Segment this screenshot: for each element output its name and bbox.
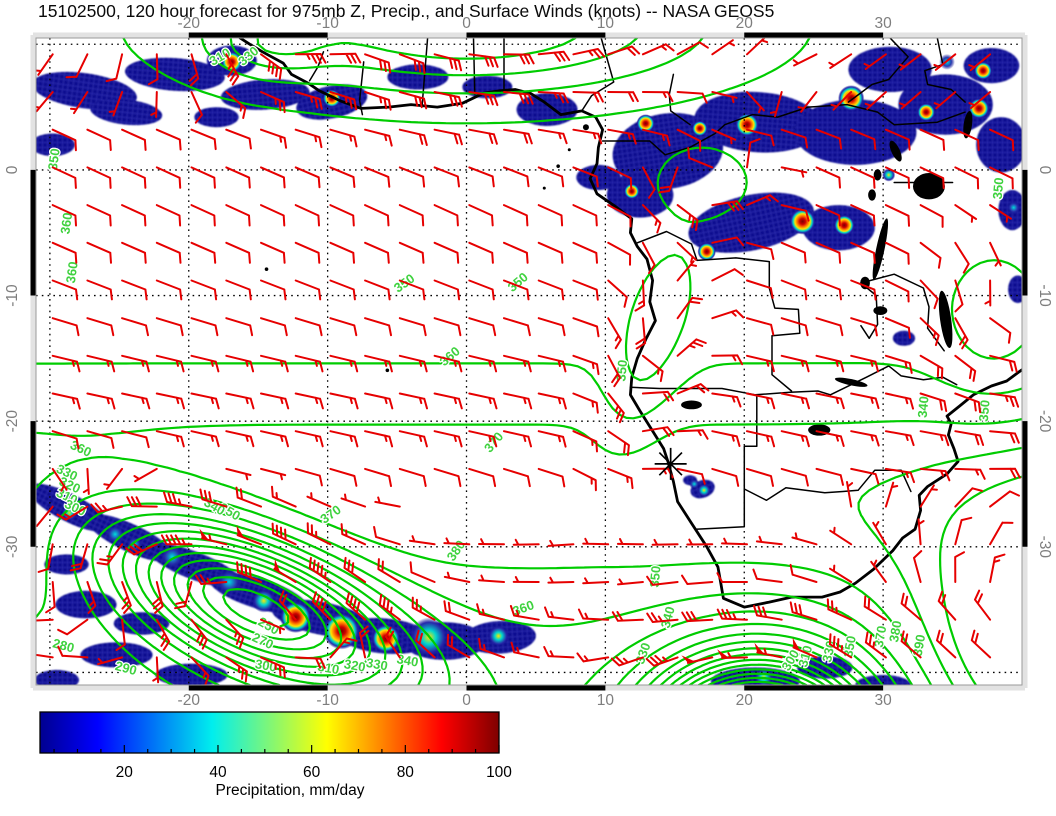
coastline-layer bbox=[238, 38, 1022, 609]
bottom-tick-label: 20 bbox=[736, 692, 754, 709]
svg-text:350: 350 bbox=[613, 359, 630, 382]
svg-text:280: 280 bbox=[51, 635, 76, 655]
left-tick-label: -20 bbox=[4, 410, 21, 433]
svg-text:360: 360 bbox=[57, 212, 75, 236]
bottom-tick-label: 30 bbox=[875, 692, 893, 709]
top-tick-label: -20 bbox=[178, 15, 201, 32]
colorbar-gradient bbox=[39, 711, 500, 754]
right-tick-label: 0 bbox=[1036, 166, 1053, 175]
svg-text:320: 320 bbox=[343, 656, 367, 675]
svg-text:340: 340 bbox=[658, 605, 678, 630]
right-tick-label: -30 bbox=[1036, 536, 1053, 559]
svg-text:380: 380 bbox=[886, 619, 905, 643]
top-tick-label: 30 bbox=[875, 15, 893, 32]
contour-240 bbox=[731, 680, 784, 685]
precip-colorbar: 20 40 60 80 100 Precipitation, mm/day bbox=[39, 711, 512, 799]
right-tick-label: -20 bbox=[1036, 410, 1053, 433]
svg-text:390: 390 bbox=[910, 633, 929, 657]
contour-360 bbox=[36, 362, 1022, 685]
contour-370 bbox=[36, 418, 1022, 685]
left-tick-label: -30 bbox=[4, 535, 21, 558]
svg-text:340: 340 bbox=[915, 395, 932, 418]
contour-330 bbox=[107, 38, 872, 685]
colorbar-caption: Precipitation, mm/day bbox=[215, 782, 364, 799]
svg-text:360: 360 bbox=[63, 261, 81, 285]
contour-290 bbox=[160, 551, 835, 685]
colorbar-tick-label: 100 bbox=[486, 764, 512, 781]
bottom-tick-label: -10 bbox=[316, 692, 339, 709]
bottom-tick-label: 10 bbox=[597, 692, 615, 709]
svg-text:370: 370 bbox=[481, 429, 506, 455]
contour-390 bbox=[939, 475, 1022, 685]
top-tick-label: -10 bbox=[316, 15, 339, 32]
svg-text:290: 290 bbox=[114, 658, 139, 678]
svg-text:300: 300 bbox=[254, 656, 278, 675]
left-tick-label: -10 bbox=[4, 284, 21, 307]
site-star-marker bbox=[654, 447, 687, 480]
svg-text:360: 360 bbox=[68, 437, 94, 460]
svg-text:330: 330 bbox=[365, 655, 389, 674]
contour-280 bbox=[173, 559, 826, 685]
colorbar-tick-label: 60 bbox=[303, 764, 321, 781]
svg-text:350: 350 bbox=[840, 635, 859, 659]
top-tick-label: 20 bbox=[736, 15, 754, 32]
contour-260 bbox=[202, 576, 808, 685]
contour-350 bbox=[72, 38, 1022, 685]
svg-text:340: 340 bbox=[396, 651, 420, 670]
svg-text:350: 350 bbox=[990, 177, 1007, 200]
svg-text:350: 350 bbox=[45, 147, 63, 171]
svg-text:370: 370 bbox=[317, 502, 343, 527]
contour-310 bbox=[135, 537, 852, 685]
wind-barb-layer bbox=[36, 38, 1021, 685]
height-contour-layer bbox=[36, 38, 1022, 685]
colorbar-tick-label: 40 bbox=[209, 764, 227, 781]
frame-layer bbox=[30, 32, 1028, 691]
bottom-tick-label: -20 bbox=[178, 692, 201, 709]
right-tick-label: -10 bbox=[1036, 284, 1053, 307]
top-tick-label: 10 bbox=[597, 15, 615, 32]
bottom-tick-label: 0 bbox=[462, 692, 471, 709]
contour-250 bbox=[222, 588, 797, 685]
left-tick-label: 0 bbox=[4, 165, 21, 174]
top-tick-label: 0 bbox=[462, 15, 471, 32]
figure-title: 15102500, 120 hour forecast for 975mb Z,… bbox=[38, 1, 775, 21]
colorbar-tick-label: 80 bbox=[397, 764, 415, 781]
colorbar-tick-label: 20 bbox=[116, 764, 134, 781]
